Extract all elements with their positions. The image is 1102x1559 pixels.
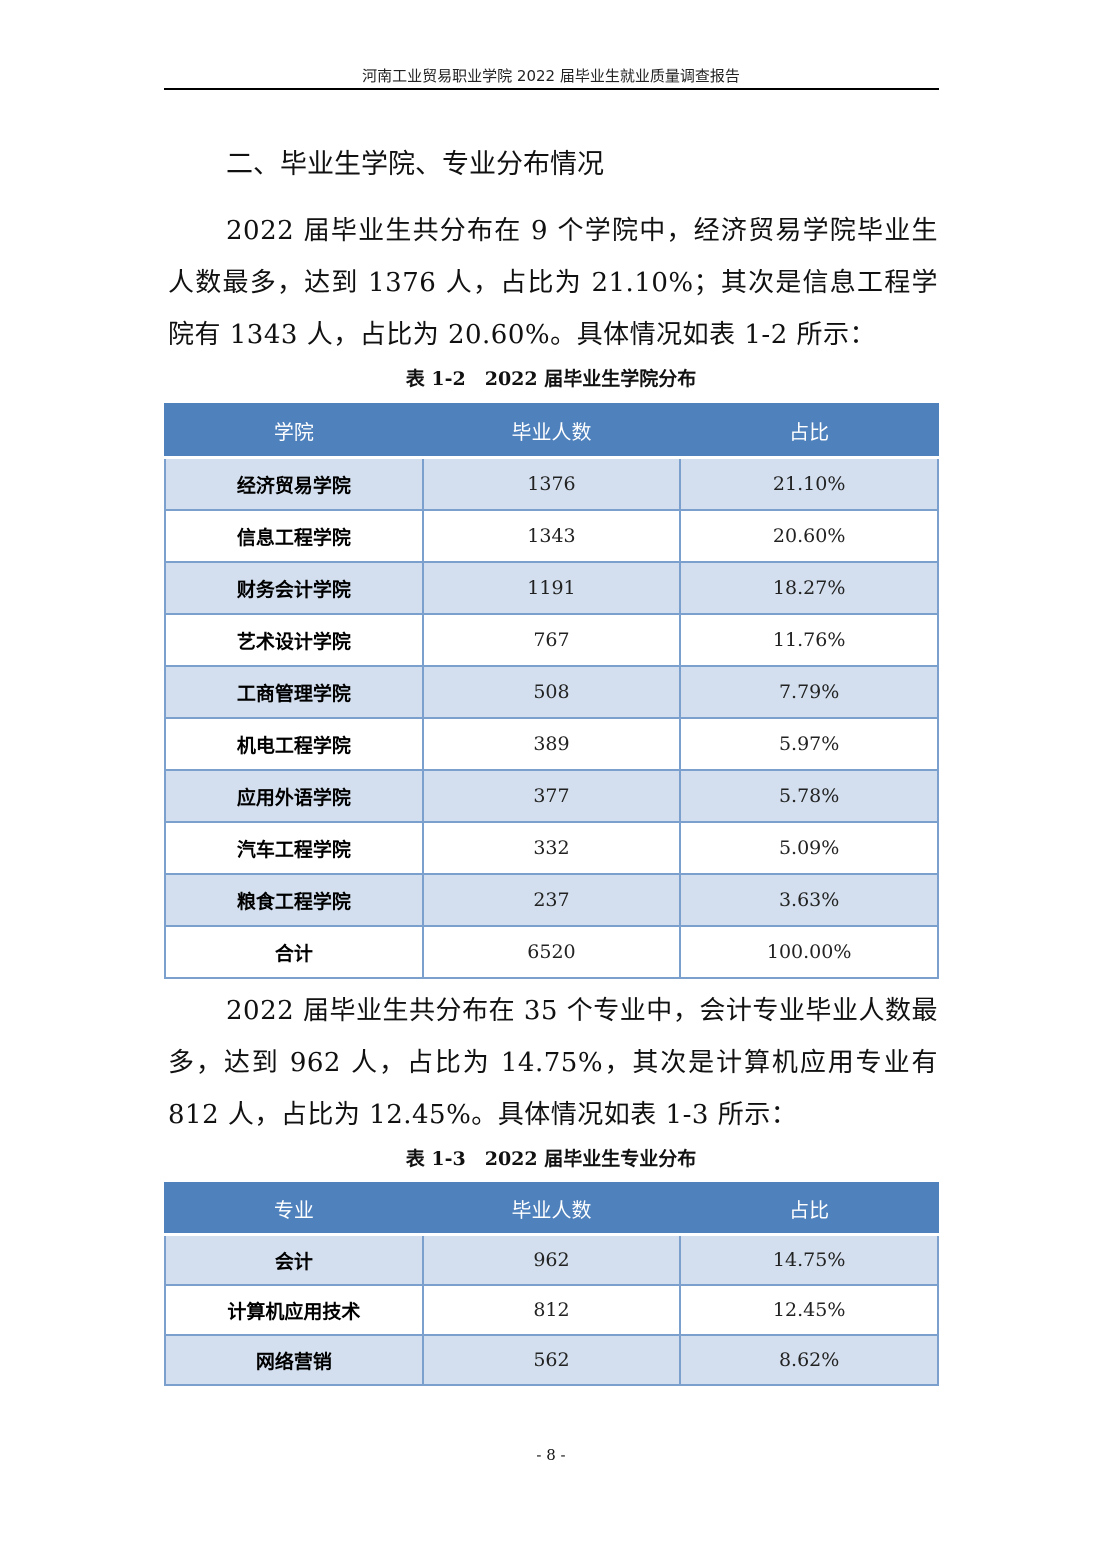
college-distribution-table: 学院 毕业人数 占比 经济贸易学院 1376 21.10% 信息工程学院 1343 20.60%… bbox=[164, 403, 939, 979]
table-row: 艺术设计学院 767 11.76% bbox=[164, 613, 939, 667]
count-cell: 962 bbox=[421, 1233, 682, 1286]
table-row: 财务会计学院 1191 18.27% bbox=[164, 561, 939, 615]
page-number: - 8 - bbox=[536, 1446, 566, 1464]
name-cell: 会计 bbox=[164, 1233, 424, 1286]
table-row: 合计 6520 100.00% bbox=[164, 925, 939, 979]
count-cell: 332 bbox=[421, 821, 682, 875]
percent-cell: 18.27% bbox=[679, 561, 939, 615]
percent-cell: 20.60% bbox=[679, 509, 939, 563]
count-cell: 377 bbox=[421, 769, 682, 823]
table-row: 计算机应用技术 812 12.45% bbox=[164, 1284, 939, 1336]
table-row: 经济贸易学院 1376 21.10% bbox=[164, 456, 939, 511]
percent-cell: 21.10% bbox=[679, 456, 939, 511]
table-row: 网络营销 562 8.62% bbox=[164, 1334, 939, 1386]
percent-cell: 100.00% bbox=[679, 925, 939, 979]
count-cell: 812 bbox=[421, 1284, 682, 1336]
name-cell: 艺术设计学院 bbox=[164, 613, 424, 667]
column-header: 占比 bbox=[679, 403, 939, 459]
percent-cell: 14.75% bbox=[679, 1233, 939, 1286]
count-cell: 237 bbox=[421, 873, 682, 927]
table-row: 工商管理学院 508 7.79% bbox=[164, 665, 939, 719]
count-cell: 6520 bbox=[421, 925, 682, 979]
name-cell: 粮食工程学院 bbox=[164, 873, 424, 927]
name-cell: 应用外语学院 bbox=[164, 769, 424, 823]
section-title: 二、毕业生学院、专业分布情况 bbox=[226, 149, 604, 180]
percent-cell: 12.45% bbox=[679, 1284, 939, 1336]
column-header: 专业 bbox=[164, 1182, 424, 1236]
paragraph-1: 2022 届毕业生共分布在 9 个学院中，经济贸易学院毕业生人数最多，达到 13… bbox=[168, 216, 938, 350]
percent-cell: 5.78% bbox=[679, 769, 939, 823]
name-cell: 机电工程学院 bbox=[164, 717, 424, 771]
table-row: 信息工程学院 1343 20.60% bbox=[164, 509, 939, 563]
name-cell: 信息工程学院 bbox=[164, 509, 424, 563]
major-distribution-table: 专业 毕业人数 占比 会计 962 14.75% 计算机应用技术 812 12.45% 网络营销 5… bbox=[164, 1182, 939, 1386]
table-row: 会计 962 14.75% bbox=[164, 1233, 939, 1286]
table-row: 汽车工程学院 332 5.09% bbox=[164, 821, 939, 875]
table1-caption: 表 1-2 2022 届毕业生学院分布 bbox=[405, 368, 697, 390]
percent-cell: 7.79% bbox=[679, 665, 939, 719]
page-content: 河南工业贸易职业学院 2022 届毕业生就业质量调查报告 二、毕业生学院、专业分… bbox=[164, 67, 939, 1464]
name-cell: 财务会计学院 bbox=[164, 561, 424, 615]
name-cell: 汽车工程学院 bbox=[164, 821, 424, 875]
count-cell: 1376 bbox=[421, 456, 682, 511]
percent-cell: 5.97% bbox=[679, 717, 939, 771]
paragraph-2: 2022 届毕业生共分布在 35 个专业中，会计专业毕业人数最多，达到 962 … bbox=[168, 996, 938, 1130]
column-header: 占比 bbox=[679, 1182, 939, 1236]
percent-cell: 8.62% bbox=[679, 1334, 939, 1386]
count-cell: 767 bbox=[421, 613, 682, 667]
count-cell: 389 bbox=[421, 717, 682, 771]
percent-cell: 3.63% bbox=[679, 873, 939, 927]
column-header: 毕业人数 bbox=[421, 1182, 682, 1236]
percent-cell: 11.76% bbox=[679, 613, 939, 667]
count-cell: 508 bbox=[421, 665, 682, 719]
name-cell: 工商管理学院 bbox=[164, 665, 424, 719]
name-cell: 网络营销 bbox=[164, 1334, 424, 1386]
table2-caption: 表 1-3 2022 届毕业生专业分布 bbox=[405, 1148, 697, 1170]
count-cell: 562 bbox=[421, 1334, 682, 1386]
name-cell: 合计 bbox=[164, 925, 424, 979]
table-row: 应用外语学院 377 5.78% bbox=[164, 769, 939, 823]
column-header: 毕业人数 bbox=[421, 403, 682, 459]
table-row: 机电工程学院 389 5.97% bbox=[164, 717, 939, 771]
table-row: 粮食工程学院 237 3.63% bbox=[164, 873, 939, 927]
column-header: 学院 bbox=[164, 403, 424, 459]
header-rule bbox=[164, 88, 939, 90]
count-cell: 1343 bbox=[421, 509, 682, 563]
count-cell: 1191 bbox=[421, 561, 682, 615]
percent-cell: 5.09% bbox=[679, 821, 939, 875]
name-cell: 计算机应用技术 bbox=[164, 1284, 424, 1336]
name-cell: 经济贸易学院 bbox=[164, 456, 424, 511]
running-header: 河南工业贸易职业学院 2022 届毕业生就业质量调查报告 bbox=[362, 67, 740, 85]
